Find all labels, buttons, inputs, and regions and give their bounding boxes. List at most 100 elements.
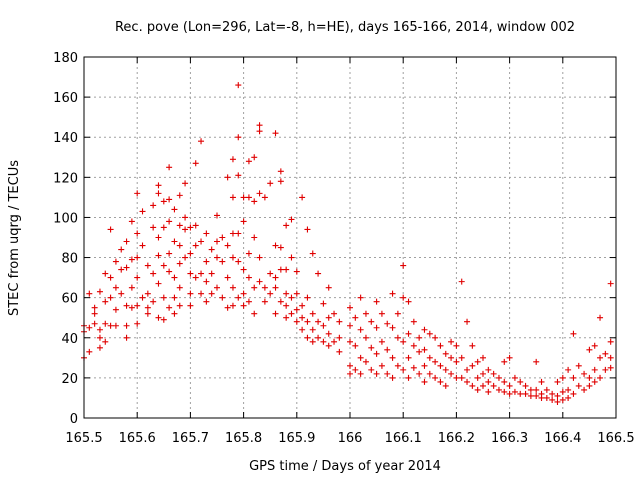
data-point-marker [480,354,486,361]
data-point-marker [426,370,433,377]
data-point-marker [554,398,561,405]
data-point-marker [187,250,194,257]
data-point-marker [272,284,279,291]
data-point-marker [352,366,359,373]
data-point-marker [384,346,391,353]
data-point-marker [410,364,417,371]
data-point-marker [214,284,220,291]
data-point-marker [219,234,226,241]
data-point-marker [315,270,322,277]
data-point-marker [134,274,141,281]
data-point-marker [272,242,279,249]
data-point-marker [283,222,290,229]
data-point-marker [405,374,412,381]
data-point-marker [591,342,598,349]
data-point-marker [410,318,417,325]
data-point-marker [490,382,497,389]
data-point-marker [86,348,93,355]
data-point-marker [134,254,141,261]
y-tick-label: 80 [61,252,78,267]
data-point-marker [549,396,556,403]
data-point-marker [251,310,258,317]
data-point-marker [597,314,604,321]
y-axis-ticks: 0 20 40 60 80 100 120 140 160 180 [53,51,616,427]
data-point-marker [426,330,433,337]
data-point-marker [198,290,205,297]
data-point-marker [378,310,385,317]
data-point-marker [150,224,157,231]
data-point-marker [458,354,465,361]
data-point-marker [442,350,449,357]
data-point-marker [235,230,242,237]
data-points [81,82,614,405]
data-point-marker [277,168,284,175]
data-point-marker [160,294,167,301]
y-tick-label: 120 [53,171,78,186]
data-point-marker [91,320,98,327]
data-point-marker [235,172,242,179]
data-point-marker [128,284,135,291]
data-point-marker [458,278,465,285]
data-point-marker [155,314,162,321]
data-point-marker [437,378,444,385]
y-tick-label: 40 [61,332,78,347]
data-point-marker [235,258,242,265]
data-point-marker [357,370,364,377]
data-point-marker [357,354,364,361]
data-point-marker [224,304,231,311]
data-point-marker [123,238,130,245]
data-point-marker [464,318,471,325]
data-point-marker [118,290,125,297]
data-point-marker [469,382,476,389]
data-point-marker [421,378,428,385]
data-point-marker [187,270,194,277]
data-point-marker [384,370,391,377]
data-point-marker [123,302,130,309]
data-point-marker [171,310,178,317]
data-point-marker [86,290,93,297]
data-point-marker [421,362,428,369]
data-point-marker [543,386,550,393]
data-point-marker [607,354,614,361]
data-point-marker [283,314,290,321]
data-point-marker [176,260,183,267]
data-point-marker [527,392,534,399]
x-tick-label: 165.9 [278,431,315,446]
data-point-marker [102,338,109,345]
data-point-marker [155,182,162,189]
data-point-marker [538,378,545,385]
data-point-marker [522,390,529,397]
data-point-marker [134,230,141,237]
data-point-marker [118,266,125,273]
data-point-marker [373,324,380,331]
data-point-marker [91,304,98,311]
data-point-marker [448,338,455,345]
data-point-marker [586,374,593,381]
data-point-marker [240,290,247,297]
data-point-marker [277,298,284,305]
data-point-marker [171,294,178,301]
data-point-marker [378,338,385,345]
data-point-marker [432,334,439,341]
data-point-marker [506,390,513,397]
data-point-marker [315,318,322,325]
data-point-marker [208,290,215,297]
data-point-marker [166,250,173,257]
data-point-marker [192,274,199,281]
data-point-marker [570,330,577,337]
data-point-marker [426,354,433,361]
data-point-marker [299,302,306,309]
data-point-marker [405,354,412,361]
data-point-marker [315,334,322,341]
data-point-marker [267,290,274,297]
data-point-marker [192,222,199,229]
data-point-marker [421,326,428,333]
data-point-marker [400,338,407,345]
data-point-marker [118,246,125,253]
data-point-marker [229,194,236,201]
data-point-marker [347,362,353,369]
data-point-marker [134,302,141,309]
data-point-marker [538,394,545,401]
data-point-marker [394,362,401,369]
data-point-marker [607,280,614,287]
